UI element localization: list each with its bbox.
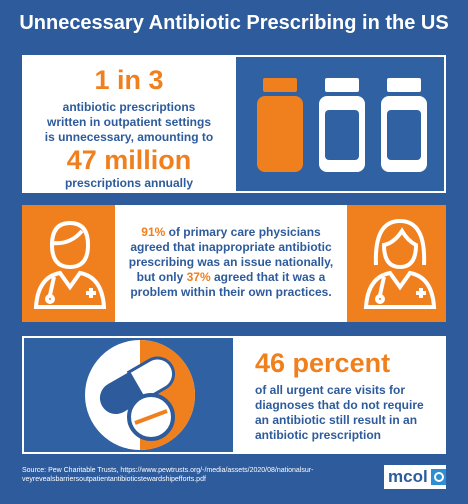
text: of all urgent care visits for diagnoses … xyxy=(255,383,446,443)
text-part: agreed that it was a problem within thei… xyxy=(130,270,332,299)
text-line: of all urgent care visits for xyxy=(255,383,406,397)
text-line: written in outpatient settings xyxy=(47,115,211,129)
text-part: of primary care physicians agreed that i… xyxy=(128,225,334,284)
text: prescriptions annually xyxy=(64,176,194,190)
panel-text: 91% of primary care physicians agreed th… xyxy=(115,205,347,322)
title: Unnecessary Antibiotic Prescribing in th… xyxy=(19,12,449,34)
text-line: is unnecessary, amounting to xyxy=(44,130,214,144)
pills-icon xyxy=(85,340,195,450)
bottles xyxy=(257,78,427,172)
doctor-icon xyxy=(33,220,107,309)
text-line: antibiotic prescription xyxy=(255,428,382,442)
text-line: antibiotic prescriptions xyxy=(62,100,196,114)
logo: mcol xyxy=(384,465,446,489)
logo-mark xyxy=(430,469,446,485)
stat: 37% xyxy=(186,270,211,284)
headline: 1 in 3 xyxy=(94,65,164,95)
text: antibiotic prescriptions written in outp… xyxy=(22,100,236,145)
source-line: Source: Pew Charitable Trusts, https://w… xyxy=(22,467,314,474)
text: 91% of primary care physicians agreed th… xyxy=(121,225,341,300)
doctor-icon xyxy=(363,218,437,309)
headline: 46 percent xyxy=(255,348,391,378)
stat: 91% xyxy=(141,225,166,239)
logo-text: mcol xyxy=(388,467,428,486)
highlight: 47 million xyxy=(66,145,192,175)
panel-text: 46 percent of all urgent care visits for… xyxy=(233,336,446,454)
text-line: an antibiotic still result in an xyxy=(255,413,418,427)
bottle xyxy=(319,78,365,172)
bottle xyxy=(257,78,303,172)
bottle xyxy=(381,78,427,172)
source: Source: Pew Charitable Trusts, https://w… xyxy=(22,466,382,484)
source-line: veyrevealsbarriersoutpatientantibioticst… xyxy=(22,476,206,483)
text-line: diagnoses that do not require xyxy=(255,398,424,412)
panel-text: 1 in 3 antibiotic prescriptions written … xyxy=(22,55,236,193)
